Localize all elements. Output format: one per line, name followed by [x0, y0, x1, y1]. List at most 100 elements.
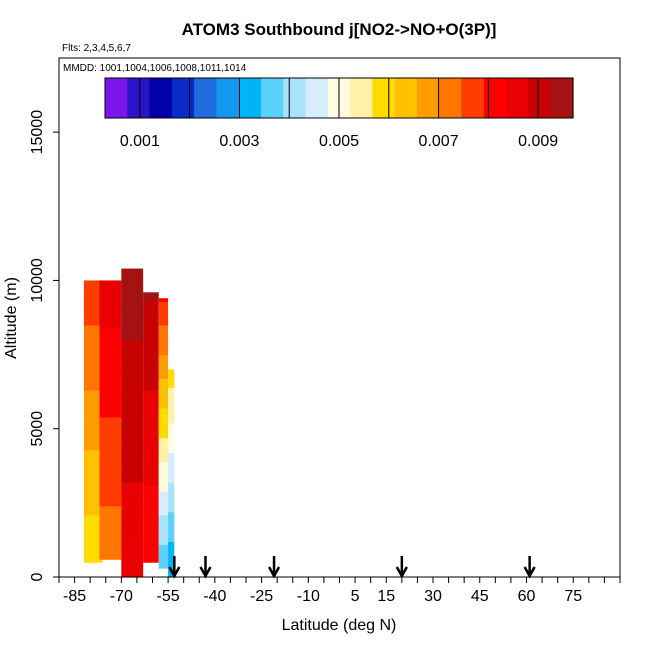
- axis-layer: -85 -70 -55 -40 -25 -10 5 15 30 45 60 75 0 5000 10000 1…: [29, 110, 621, 605]
- profile-cell: [99, 529, 122, 537]
- profile-cell: [99, 505, 122, 513]
- profile-cell: [121, 535, 144, 543]
- profile-cell: [121, 304, 144, 311]
- colorbar-tick-label: 0.003: [219, 133, 259, 150]
- profile-cell: [99, 422, 122, 430]
- profile-cell: [143, 479, 159, 486]
- arrow-marker: [395, 556, 408, 579]
- profile-cell: [99, 304, 122, 311]
- profile-cell: [143, 425, 159, 433]
- profile-cell: [99, 452, 122, 459]
- profile-cell: [158, 437, 169, 445]
- profile-cell: [83, 413, 103, 421]
- profile-layer: [83, 268, 175, 578]
- profile-cell: [121, 493, 144, 501]
- profile-cell: [83, 532, 103, 540]
- profile-cell: [83, 544, 103, 551]
- profile-cell: [83, 449, 103, 456]
- profile-cell: [121, 369, 144, 376]
- x-tick-label: -55: [157, 588, 180, 605]
- profile-cell: [99, 363, 122, 370]
- colorbar-swatch: [350, 78, 374, 118]
- profile-cell: [83, 301, 103, 308]
- y-tick-label: 5000: [29, 411, 46, 447]
- profile-cell: [83, 437, 103, 445]
- colorbar-swatch: [216, 78, 240, 118]
- colorbar-swatch: [417, 78, 440, 118]
- profile-cell: [158, 336, 169, 344]
- profile-cell: [158, 461, 169, 468]
- profile-cell: [121, 274, 144, 282]
- profile-cell: [99, 339, 122, 347]
- colorbar-swatch: [261, 78, 284, 118]
- profile-cell: [99, 553, 122, 560]
- profile-cell: [121, 422, 144, 430]
- profile-cell: [143, 473, 159, 480]
- profile-cell: [99, 446, 122, 454]
- profile-cell: [121, 339, 144, 347]
- profile-cell: [121, 410, 144, 418]
- profile-cell: [83, 407, 103, 415]
- profile-cell: [121, 316, 144, 323]
- profile-cell: [158, 307, 169, 314]
- x-axis-label: Latitude (deg N): [282, 617, 397, 634]
- profile-cell: [168, 464, 175, 471]
- profile-cell: [143, 413, 159, 421]
- profile-cell: [168, 428, 175, 436]
- profile-cell: [158, 473, 169, 480]
- profile-cell: [83, 467, 103, 474]
- profile-cell: [158, 431, 169, 439]
- profile-cell: [158, 467, 169, 474]
- profile-cell: [83, 324, 103, 332]
- profile-cell: [99, 292, 122, 299]
- profile-cell: [83, 479, 103, 486]
- profile-cell: [121, 416, 144, 424]
- profile-cell: [121, 310, 144, 317]
- profile-cell: [99, 327, 122, 335]
- profile-cell: [99, 458, 122, 465]
- profile-cell: [143, 419, 159, 427]
- profile-cell: [158, 508, 169, 516]
- profile-cell: [83, 502, 103, 510]
- profile-cell: [143, 313, 159, 320]
- profile-cell: [158, 396, 169, 403]
- profile-cell: [143, 292, 159, 296]
- profile-cell: [158, 330, 169, 338]
- profile-cell: [158, 443, 169, 451]
- profile-cell: [158, 419, 169, 427]
- profile-cell: [121, 452, 144, 459]
- profile-cell: [168, 529, 175, 537]
- colorbar-frame: [104, 77, 574, 119]
- profile-cell: [143, 318, 159, 326]
- profile-cell: [83, 354, 103, 362]
- profile-cell: [99, 345, 122, 353]
- profile-column-6: [168, 369, 175, 578]
- profile-cell: [168, 422, 175, 430]
- profile-cell: [143, 520, 159, 528]
- profile-cell: [99, 286, 122, 293]
- profile-cell: [168, 410, 175, 418]
- profile-cell: [143, 485, 159, 492]
- profile-cell: [83, 514, 103, 522]
- flights-label: Flts: 2,3,4,5,6,7: [62, 43, 131, 54]
- x-tick-label: 15: [377, 588, 395, 605]
- profile-cell: [168, 458, 175, 465]
- colorbar-swatch: [439, 78, 463, 118]
- x-tick-label: -40: [203, 588, 226, 605]
- profile-cell: [83, 556, 103, 563]
- profile-cell: [99, 399, 122, 406]
- profile-cell: [168, 482, 175, 489]
- profile-cell: [121, 321, 144, 329]
- profile-cell: [168, 440, 175, 448]
- arrow-head: [395, 566, 408, 579]
- profile-cell: [158, 538, 169, 545]
- profile-cell: [121, 280, 144, 287]
- profile-cell: [99, 410, 122, 418]
- arrow-head: [168, 566, 181, 579]
- profile-cell: [83, 425, 103, 433]
- profile-cell: [143, 490, 159, 498]
- colorbar-swatch: [194, 78, 218, 118]
- profile-cell: [168, 452, 175, 459]
- profile-cell: [99, 381, 122, 388]
